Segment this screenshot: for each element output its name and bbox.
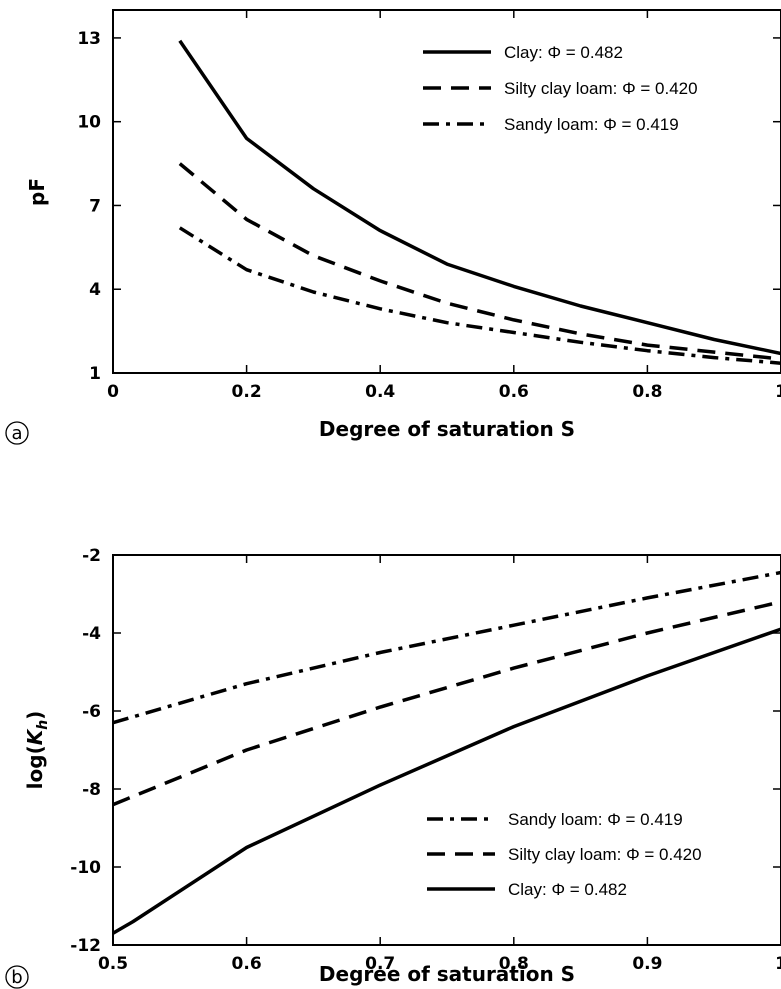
legend-label: Silty clay loam: Φ = 0.420 — [504, 79, 698, 98]
y-tick-label: -12 — [70, 936, 101, 956]
legend-label: Clay: Φ = 0.482 — [504, 43, 623, 62]
legend-label: Sandy loam: Φ = 0.419 — [504, 115, 679, 134]
panel-label-circle-b — [5, 965, 29, 989]
y-axis-label-b: log(Kh) — [23, 711, 51, 790]
series-line-dashed — [178, 162, 781, 361]
y-tick-label: -10 — [70, 858, 101, 878]
x-tick-label: 0.7 — [365, 954, 395, 974]
series-line-dashdot — [178, 226, 781, 365]
chart-b: -2 -4 -6 -8 -10 -12 0.5 0.6 0.7 0.8 0.9 1 Degree o… — [5, 546, 781, 989]
y-tick-label: -2 — [82, 546, 101, 566]
series-line-dashed — [112, 600, 781, 807]
x-axis-label-a: Degree of saturation S — [319, 417, 575, 441]
y-tick-label: -6 — [82, 702, 101, 722]
legend-a: Clay: Φ = 0.482 Silty clay loam: Φ = 0.42… — [423, 43, 698, 134]
y-tick-label: 13 — [77, 29, 101, 49]
y-tick-label: 10 — [77, 113, 101, 133]
series-line-dashdot — [112, 570, 781, 725]
panel-label-circle-a — [5, 421, 29, 445]
panel-label-a: a — [11, 423, 22, 444]
y-tick-label: 4 — [89, 280, 101, 300]
series-line-solid — [178, 39, 781, 356]
x-tick-label: 0.9 — [632, 954, 662, 974]
y-tick-label: -8 — [82, 780, 101, 800]
plot-frame-a — [112, 9, 781, 374]
legend-label: Sandy loam: Φ = 0.419 — [508, 810, 683, 829]
x-tick-label: 0.5 — [98, 954, 128, 974]
x-tick-label: 1 — [775, 382, 781, 402]
legend-label: Silty clay loam: Φ = 0.420 — [508, 845, 702, 864]
chart-a: 1 4 7 10 13 0 0.2 0.4 0.6 0.8 1 Degree of saturat… — [5, 9, 781, 445]
x-tick-label: 0.8 — [499, 954, 529, 974]
y-axis-label-a: pF — [25, 178, 49, 206]
x-tick-label: 0.6 — [499, 382, 529, 402]
svg-text:log(Kh): log(Kh) — [23, 711, 51, 790]
plot-frame-b — [112, 554, 781, 946]
y-tick-label: 7 — [89, 196, 101, 216]
x-tick-label: 0.2 — [232, 382, 262, 402]
x-tick-label: 0.4 — [365, 382, 395, 402]
x-tick-label: 0 — [107, 382, 119, 402]
series-line-solid — [112, 627, 781, 935]
legend-label: Clay: Φ = 0.482 — [508, 880, 627, 899]
panel-label-b: b — [11, 967, 22, 988]
x-axis-label-b: Degree of saturation S — [319, 962, 575, 986]
x-tick-label: 1 — [775, 954, 781, 974]
x-tick-label: 0.8 — [632, 382, 662, 402]
y-tick-label: 1 — [89, 364, 101, 384]
y-tick-label: -4 — [82, 624, 101, 644]
legend-b: Sandy loam: Φ = 0.419 Silty clay loam: Φ … — [427, 810, 702, 899]
x-tick-label: 0.6 — [232, 954, 262, 974]
